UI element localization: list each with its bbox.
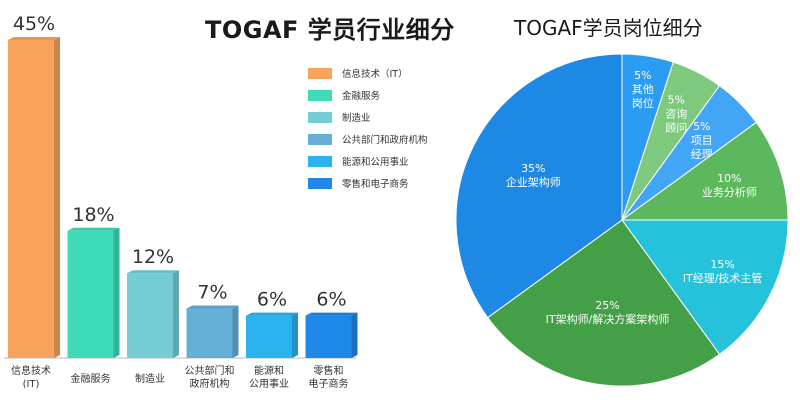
bar-value-label: 18% xyxy=(72,204,114,226)
pie-slice-label: 项目 xyxy=(691,134,713,147)
legend-label: 信息技术（IT） xyxy=(342,69,408,80)
bar-top xyxy=(186,305,239,309)
pie-value-label: 5% xyxy=(634,69,651,82)
legend-item: 公共部门和政府机构 xyxy=(308,128,428,150)
bar-top xyxy=(305,312,358,316)
bar xyxy=(186,305,239,358)
x-tick-label: 信息技术 xyxy=(11,364,51,377)
bar-chart-title: TOGAF 学员行业细分 xyxy=(205,16,455,44)
pie-value-label: 35% xyxy=(521,162,545,175)
bar-value-label: 45% xyxy=(13,13,55,35)
bar-value-label: 7% xyxy=(197,282,227,304)
legend-item: 能源和公用事业 xyxy=(308,150,428,172)
legend-label: 金融服务 xyxy=(342,91,381,102)
pie-chart-title: TOGAF学员岗位细分 xyxy=(514,16,703,40)
pie-slice xyxy=(621,219,789,355)
legend-swatch xyxy=(308,177,332,189)
legend-swatch xyxy=(308,67,332,79)
pie-value-label: 15% xyxy=(710,258,734,271)
legend-swatch xyxy=(308,155,332,167)
pie-slice-label: 咨询 xyxy=(665,107,687,121)
pie-slice xyxy=(620,121,789,221)
bar xyxy=(67,227,120,358)
bar-front xyxy=(67,230,114,358)
bar-front xyxy=(127,273,173,358)
pie-slice xyxy=(487,219,721,387)
bar-side xyxy=(351,312,358,358)
x-tick-label: 能源和 xyxy=(254,364,284,377)
x-tick-label: 制造业 xyxy=(135,372,165,385)
bar-side xyxy=(292,312,298,358)
pie-slice-label: 企业架构师 xyxy=(506,175,561,189)
bar-side xyxy=(113,227,120,358)
pie-slice-label: IT经理/技术主管 xyxy=(683,271,763,285)
pie-slice-label: 其他 xyxy=(632,83,654,96)
bar-front xyxy=(186,308,233,358)
bar-side xyxy=(232,305,239,358)
x-tick-label: 金融服务 xyxy=(71,372,111,385)
pie-slice-label: 岗位 xyxy=(632,96,654,110)
x-tick-label: 电子商务 xyxy=(309,377,349,390)
pie-value-label: 5% xyxy=(668,94,685,107)
bar xyxy=(8,37,60,358)
legend-swatch xyxy=(308,89,332,101)
x-tick-label: 零售和 xyxy=(314,364,344,377)
x-tick-label: (IT) xyxy=(23,379,40,390)
legend-item: 零售和电子商务 xyxy=(308,172,428,194)
bar xyxy=(246,312,298,358)
legend-item: 金融服务 xyxy=(308,84,428,106)
bar-side xyxy=(173,270,179,358)
bar-top xyxy=(67,227,120,231)
bar-value-label: 6% xyxy=(257,289,287,311)
pie-value-label: 25% xyxy=(595,299,619,312)
pie-slice-label: IT架构师/解决方案架构师 xyxy=(546,312,670,326)
pie-value-label: 5% xyxy=(693,120,710,133)
x-tick-label: 公共部门和 xyxy=(185,364,235,377)
bar-value-label: 12% xyxy=(132,246,174,268)
legend-label: 零售和电子商务 xyxy=(342,179,409,190)
bar-side xyxy=(54,37,60,358)
legend-swatch xyxy=(308,111,332,123)
pie-slice-label: 顾问 xyxy=(665,122,687,135)
legend-label: 能源和公用事业 xyxy=(342,157,409,168)
bar-front xyxy=(8,40,54,358)
legend-label: 公共部门和政府机构 xyxy=(342,135,428,146)
bar-front xyxy=(305,315,352,358)
legend-item: 信息技术（IT） xyxy=(308,62,428,84)
pie-slice-label: 业务分析师 xyxy=(702,185,757,199)
x-tick-label: 公用事业 xyxy=(249,377,289,390)
bar-top xyxy=(8,37,60,40)
bar-front xyxy=(246,315,292,358)
x-tick-label: 政府机构 xyxy=(190,377,230,390)
bar xyxy=(127,270,179,358)
legend-item: 制造业 xyxy=(308,106,428,128)
pie-slice xyxy=(455,53,623,319)
legend-swatch xyxy=(308,133,332,145)
bar-chart-legend: 信息技术（IT） 金融服务制造业公共部门和政府机构 能源和公用事业 零售和电子商务 xyxy=(308,62,428,194)
pie-value-label: 10% xyxy=(717,172,741,185)
bar-top xyxy=(127,270,179,274)
bar-value-label: 6% xyxy=(316,289,346,311)
bar xyxy=(305,312,358,358)
bar-top xyxy=(246,312,298,316)
legend-label: 制造业 xyxy=(342,113,371,124)
